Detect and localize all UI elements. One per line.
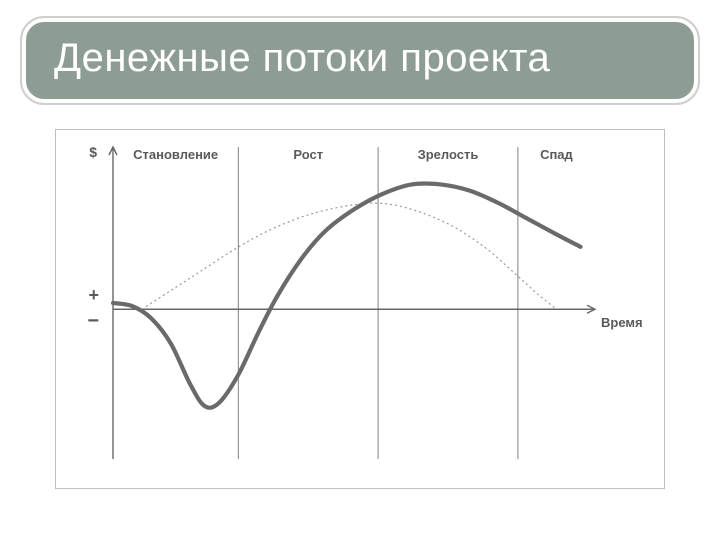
title-card: Денежные потоки проекта [22,18,698,103]
phase-label: Спад [540,147,573,162]
y-axis-label: $ [89,144,97,160]
phase-label: Становление [133,147,218,162]
chart-container: Становление Рост Зрелость Спад $ + − Время [22,129,698,489]
minus-label: − [87,310,99,332]
slide: Денежные потоки проекта Становление Рост З… [0,0,720,540]
plus-label: + [88,285,99,305]
slide-title: Денежные потоки проекта [54,36,666,81]
phase-label: Зрелость [418,147,479,162]
phase-label: Рост [293,147,323,162]
x-axis-label: Время [601,315,643,330]
cashflow-chart: Становление Рост Зрелость Спад $ + − Время [55,129,665,489]
